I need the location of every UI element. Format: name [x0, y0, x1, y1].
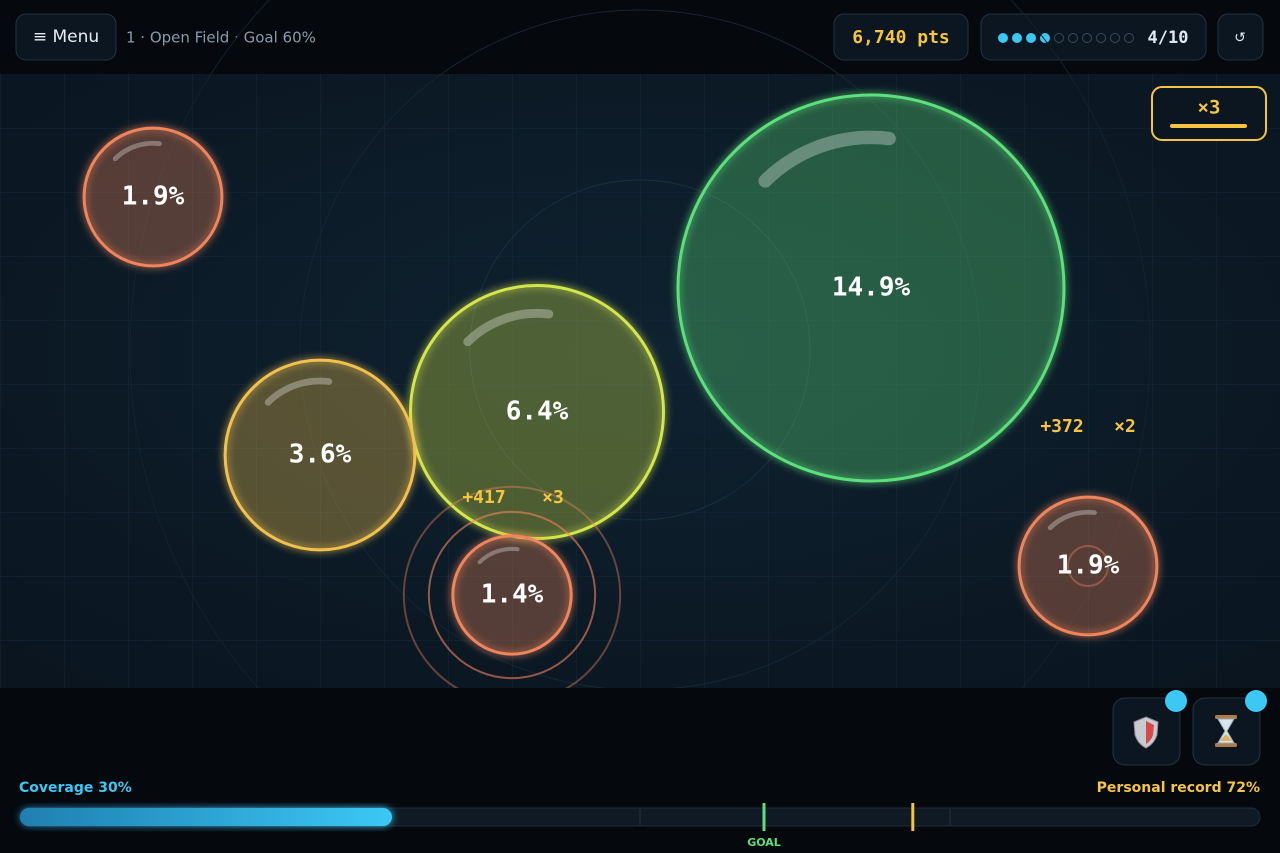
record-label: Personal record 72%	[1097, 780, 1260, 796]
bubble-shine	[463, 308, 554, 347]
menu-button[interactable]	[15, 13, 117, 61]
bubble-label: 6.4%	[506, 397, 569, 427]
popup-points: +372	[1040, 416, 1083, 437]
score-box	[833, 13, 969, 61]
bubble-shine	[264, 377, 333, 406]
hourglass-icon	[1215, 715, 1237, 747]
round-box	[980, 13, 1207, 61]
footer-bg	[0, 688, 1280, 853]
bubble-ring	[427, 510, 597, 680]
bubble	[82, 126, 224, 268]
coverage-fill	[20, 808, 392, 826]
bubble-layer: 1.9% 14.9% 6.4% 3.6% 1.4% 1.9%	[82, 93, 1159, 705]
bubble	[1017, 495, 1159, 637]
round-dots	[998, 33, 1134, 43]
round-count: 4/10	[1148, 28, 1189, 48]
bubble-label: 14.9%	[832, 273, 911, 303]
bubble	[409, 284, 665, 540]
reset-button[interactable]	[1217, 13, 1264, 61]
bubble	[451, 534, 573, 656]
bubble-shine	[112, 140, 162, 162]
popup-multiplier: ×2	[1114, 416, 1136, 437]
menu-label[interactable]: ≡ Menu	[33, 27, 99, 47]
bubble-label: 1.9%	[1057, 551, 1120, 581]
popup-points: +417	[462, 487, 505, 508]
progress-marks: GOAL	[20, 803, 915, 849]
level-info: 1 · Open Field · Goal 60%	[126, 29, 316, 47]
bubble-shine	[1047, 509, 1097, 531]
bubble-label: 1.9%	[122, 182, 185, 212]
shield-icon-detail	[1146, 721, 1154, 744]
bubble-label: 3.6%	[289, 440, 352, 470]
bubble-label: 1.4%	[481, 580, 544, 610]
combo-multiplier: ×3	[1198, 97, 1221, 119]
combo-timer	[1170, 124, 1247, 128]
goal-label: GOAL	[747, 836, 781, 849]
popup-multiplier: ×3	[542, 487, 564, 508]
bubble	[223, 358, 417, 552]
bubble	[676, 93, 1066, 483]
bubble-shine	[758, 130, 896, 188]
coverage-label: Coverage 30%	[19, 780, 132, 796]
bubble-shine	[477, 546, 520, 565]
reset-icon[interactable]: ↺	[1234, 30, 1246, 46]
powerup-badge	[1165, 690, 1187, 712]
score: 6,740 pts	[852, 27, 950, 48]
powerup-badge	[1245, 690, 1267, 712]
